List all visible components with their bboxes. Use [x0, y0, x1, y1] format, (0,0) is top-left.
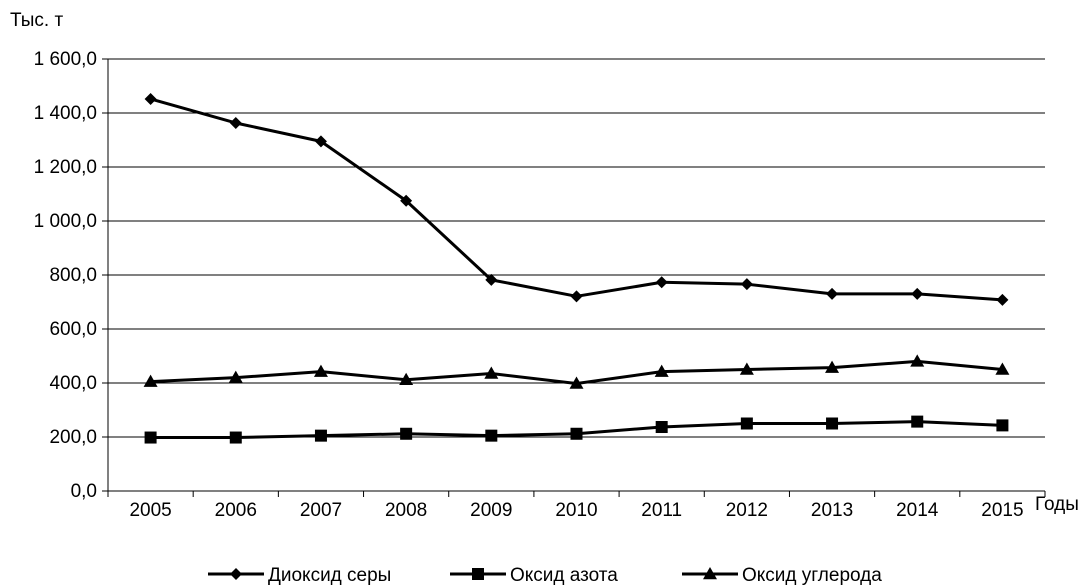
data-point: [740, 417, 753, 430]
data-point: [739, 362, 754, 375]
data-point: [655, 421, 668, 434]
y-tick-label: 0,0: [71, 481, 97, 502]
data-point: [314, 135, 327, 148]
x-tick-label: 2006: [215, 500, 257, 521]
data-point: [228, 370, 243, 383]
data-point: [911, 287, 924, 300]
series-1: [144, 92, 1009, 306]
x-tick-label: 2005: [129, 500, 171, 521]
y-tick-label: 200,0: [49, 427, 97, 448]
data-point: [911, 415, 924, 428]
y-ticks: 0,0 200,0 400,0 600,0 800,0 1 000,0 1 200,0 1 4…: [34, 49, 108, 502]
y-tick-label: 1 600,0: [34, 49, 97, 70]
y-tick-label: 600,0: [49, 319, 97, 340]
data-point: [825, 360, 840, 373]
data-point: [229, 431, 242, 444]
y-tick-label: 800,0: [49, 265, 97, 286]
data-point: [569, 376, 584, 389]
legend-marker: [703, 567, 717, 580]
x-ticks: 2005 2006 2007 2008 2009 2010 2011 2012 2013 2014…: [107, 491, 1046, 521]
y-axis-title: Тыс. т: [10, 10, 63, 31]
data-point: [144, 92, 157, 105]
x-tick-label: 2011: [641, 500, 682, 521]
data-point: [996, 419, 1009, 432]
x-tick-label: 2010: [555, 500, 597, 521]
legend-label: Оксид углерода: [742, 565, 882, 586]
series-2: [144, 415, 1009, 444]
legend-marker: [472, 568, 484, 580]
legend-item: Диоксид серы: [208, 565, 391, 586]
x-tick-label: 2015: [981, 500, 1023, 521]
data-point: [654, 364, 669, 377]
data-point: [995, 362, 1010, 375]
data-point: [570, 427, 583, 440]
data-point: [143, 374, 158, 387]
y-tick-label: 1 200,0: [34, 157, 97, 178]
legend-label: Оксид азота: [510, 565, 618, 586]
data-point: [144, 431, 157, 444]
legend-label: Диоксид серы: [268, 565, 391, 586]
x-axis-title: Годы: [1035, 494, 1079, 515]
x-tick-label: 2014: [896, 500, 939, 521]
data-point: [485, 429, 498, 442]
data-point: [826, 287, 839, 300]
series-line: [150, 97, 1003, 302]
data-point: [229, 116, 242, 129]
data-point: [910, 354, 925, 367]
x-tick-label: 2012: [726, 500, 768, 521]
data-point: [400, 427, 413, 440]
y-tick-label: 400,0: [49, 373, 97, 394]
legend-item: Оксид азота: [450, 565, 618, 586]
x-tick-label: 2013: [811, 500, 853, 521]
legend: Диоксид серы Оксид азота Оксид углерода: [208, 565, 882, 586]
series: [143, 92, 1010, 444]
data-point: [570, 290, 583, 303]
data-point: [314, 429, 327, 442]
data-point: [740, 278, 753, 291]
data-point: [313, 364, 328, 377]
x-tick-label: 2009: [470, 500, 512, 521]
data-point: [484, 366, 499, 379]
legend-item: Оксид углерода: [682, 565, 882, 586]
data-point: [826, 417, 839, 430]
data-point: [485, 273, 498, 286]
data-point: [400, 194, 413, 207]
gridlines: [108, 58, 1045, 438]
y-tick-label: 1 400,0: [34, 103, 97, 124]
x-tick-label: 2008: [385, 500, 427, 521]
data-point: [399, 372, 414, 386]
data-point: [996, 293, 1009, 306]
x-tick-label: 2007: [300, 500, 342, 521]
y-tick-label: 1 000,0: [34, 211, 97, 232]
legend-marker: [230, 568, 242, 580]
data-point: [655, 276, 668, 289]
series-3: [143, 354, 1010, 389]
